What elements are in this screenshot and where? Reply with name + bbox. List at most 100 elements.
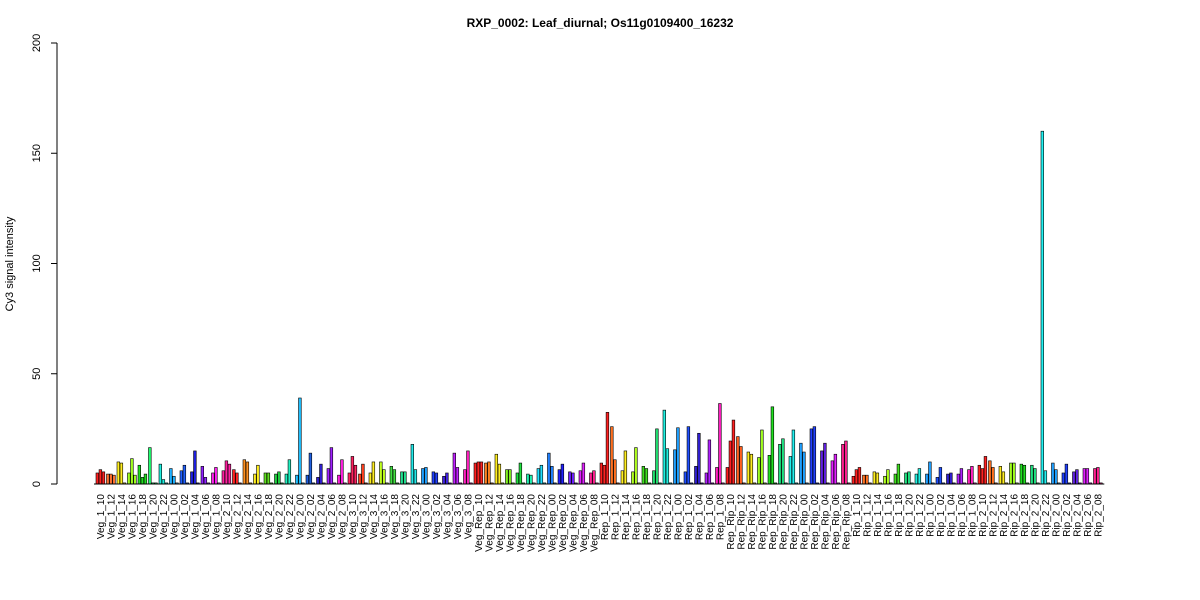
bar [872, 471, 877, 485]
x-tick-label: Rep_1_06 [705, 494, 716, 541]
bar [925, 473, 929, 485]
bar [424, 467, 428, 485]
bar [938, 467, 943, 485]
bar [256, 464, 260, 485]
bar [368, 472, 373, 485]
bar [673, 449, 677, 485]
bar [371, 461, 376, 485]
bar [200, 466, 205, 485]
bar [1012, 462, 1016, 485]
x-tick-label: Rep_1_08 [715, 494, 726, 541]
bar [148, 447, 152, 485]
x-tick-label: Rip_1_22 [915, 494, 926, 537]
bar [665, 448, 670, 485]
bar [127, 472, 131, 485]
bar [463, 469, 467, 485]
x-tick-label: Rip_1_20 [904, 494, 915, 537]
bar [326, 468, 331, 485]
bar [662, 409, 667, 485]
bar [232, 469, 236, 485]
bar [655, 428, 659, 485]
bar [781, 438, 785, 485]
bar [578, 470, 583, 485]
bar [589, 472, 593, 485]
bar [182, 464, 187, 485]
x-tick-label: Rep_Rip_06 [831, 494, 842, 550]
bar [715, 467, 719, 485]
bar [221, 470, 226, 485]
bar [161, 479, 166, 485]
bar [445, 472, 449, 485]
bar [928, 461, 932, 485]
bar [193, 450, 197, 485]
bar [983, 456, 988, 485]
x-tick-label: Veg_2_16 [253, 494, 264, 539]
x-tick-label: Veg_2_00 [295, 494, 306, 539]
bar [749, 453, 754, 485]
x-tick-label: Rip_1_08 [967, 494, 978, 537]
bar [854, 469, 859, 485]
bar [736, 436, 740, 485]
bar [539, 464, 544, 485]
bar [1001, 471, 1006, 485]
bar [728, 440, 733, 485]
bar [158, 463, 163, 485]
bar [1096, 467, 1100, 485]
bar [316, 477, 320, 485]
x-tick-label: Rip_2_20 [1030, 494, 1041, 537]
x-tick-label: Veg_1_08 [211, 494, 222, 539]
bar [644, 468, 649, 485]
x-tick-label: Veg_1_22 [159, 494, 170, 539]
x-tick-label: Rep_1_14 [621, 494, 632, 541]
bar [484, 462, 488, 485]
x-tick-label: Rep_Rip_22 [789, 494, 800, 550]
y-axis: 0 50 100 150 200 [31, 34, 58, 487]
bar [190, 471, 194, 485]
bar [788, 456, 793, 485]
bar [568, 471, 572, 485]
bar [106, 473, 110, 485]
bar [1019, 463, 1024, 485]
x-tick-label: Veg_2_06 [327, 494, 338, 539]
bar [731, 419, 736, 485]
bar [442, 475, 446, 485]
bar [770, 406, 775, 485]
x-tick-label: Rep_Rip_10 [726, 494, 737, 550]
y-tick-label: 100 [31, 254, 43, 272]
bar [998, 466, 1003, 485]
x-tick-label: Veg_2_02 [306, 494, 317, 539]
bar [95, 472, 100, 485]
bar [382, 469, 386, 485]
x-tick-label: Rep_1_00 [673, 494, 684, 541]
bar [547, 452, 551, 485]
bar [347, 472, 352, 485]
x-tick-label: Veg_3_10 [348, 494, 359, 539]
bar [988, 460, 992, 485]
bar [560, 463, 565, 485]
bar [820, 450, 824, 485]
bar [592, 470, 596, 485]
bar [970, 466, 974, 485]
bar [757, 457, 761, 485]
bar [718, 403, 722, 485]
bar [620, 470, 625, 485]
bar [284, 473, 289, 485]
x-tick-label: Veg_2_10 [222, 494, 233, 539]
x-tick-label: Veg_2_20 [274, 494, 285, 539]
x-tick-label: Veg_Rep_18 [516, 494, 527, 552]
x-tick-label: Veg_1_10 [96, 494, 107, 539]
x-tick-label: Veg_3_22 [411, 494, 422, 539]
bar [274, 473, 278, 485]
bar [169, 468, 173, 485]
x-tick-label: Rep_Rip_02 [810, 494, 821, 550]
bar [1054, 469, 1058, 485]
x-tick-label: Veg_1_14 [117, 494, 128, 539]
bar [1085, 468, 1090, 485]
y-tick-label: 0 [31, 481, 43, 487]
bar [361, 463, 365, 485]
bar [550, 466, 554, 485]
x-tick-label: Veg_1_12 [106, 494, 117, 539]
bar [841, 444, 845, 485]
bar [203, 477, 208, 485]
chart-title: RXP_0002: Leaf_diurnal; Os11g0109400_162… [467, 16, 734, 30]
